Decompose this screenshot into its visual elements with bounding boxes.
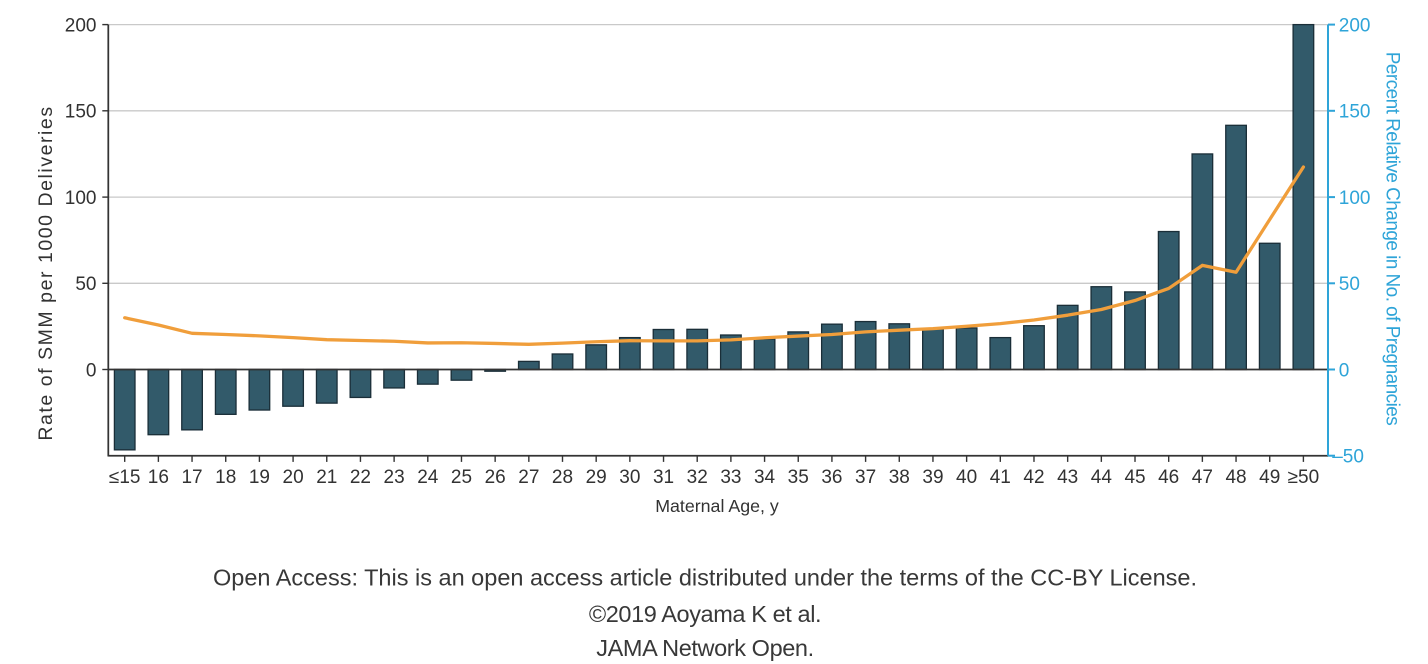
- svg-text:200: 200: [1339, 16, 1371, 37]
- svg-text:21: 21: [316, 467, 337, 488]
- svg-text:42: 42: [1023, 467, 1044, 488]
- svg-text:36: 36: [821, 467, 842, 488]
- svg-text:49: 49: [1259, 467, 1280, 488]
- svg-text:43: 43: [1057, 467, 1078, 488]
- svg-text:46: 46: [1158, 467, 1179, 488]
- svg-text:48: 48: [1225, 467, 1246, 488]
- svg-text:31: 31: [653, 467, 674, 488]
- svg-text:Rate of SMM per 1000 Deliverie: Rate of SMM per 1000 Deliveries: [35, 105, 57, 440]
- svg-text:28: 28: [552, 467, 573, 488]
- svg-text:38: 38: [889, 467, 910, 488]
- svg-text:JAMA Network Open.: JAMA Network Open.: [596, 635, 813, 661]
- svg-text:47: 47: [1192, 467, 1213, 488]
- svg-text:100: 100: [1339, 188, 1371, 209]
- svg-text:39: 39: [922, 467, 943, 488]
- svg-text:23: 23: [384, 467, 405, 488]
- svg-text:18: 18: [215, 467, 236, 488]
- svg-text:25: 25: [451, 467, 472, 488]
- svg-text:50: 50: [75, 274, 96, 295]
- svg-text:22: 22: [350, 467, 371, 488]
- svg-text:29: 29: [586, 467, 607, 488]
- svg-text:20: 20: [283, 467, 304, 488]
- svg-text:150: 150: [65, 102, 97, 123]
- svg-text:–50: –50: [1332, 447, 1364, 468]
- svg-text:44: 44: [1091, 467, 1113, 488]
- svg-text:16: 16: [148, 467, 169, 488]
- svg-text:17: 17: [181, 467, 202, 488]
- svg-text:0: 0: [1339, 360, 1350, 381]
- svg-text:30: 30: [619, 467, 640, 488]
- svg-text:Percent Relative Change in No.: Percent Relative Change in No. of Pregna…: [1382, 52, 1403, 425]
- svg-text:©2019 Aoyama K et al.: ©2019 Aoyama K et al.: [589, 601, 821, 627]
- svg-text:≥50: ≥50: [1288, 467, 1320, 488]
- svg-text:19: 19: [249, 467, 270, 488]
- svg-text:32: 32: [687, 467, 708, 488]
- svg-text:0: 0: [86, 360, 97, 381]
- svg-text:37: 37: [855, 467, 876, 488]
- svg-text:33: 33: [720, 467, 741, 488]
- svg-text:≤15: ≤15: [109, 467, 141, 488]
- svg-text:26: 26: [485, 467, 506, 488]
- svg-text:50: 50: [1339, 274, 1360, 295]
- svg-text:150: 150: [1339, 102, 1371, 123]
- svg-text:34: 34: [754, 467, 776, 488]
- svg-text:45: 45: [1124, 467, 1145, 488]
- svg-text:41: 41: [990, 467, 1011, 488]
- svg-text:Open Access: This is an open a: Open Access: This is an open access arti…: [213, 565, 1197, 591]
- svg-text:Maternal Age, y: Maternal Age, y: [655, 496, 779, 516]
- svg-text:100: 100: [65, 188, 97, 209]
- svg-text:40: 40: [956, 467, 977, 488]
- svg-text:35: 35: [788, 467, 809, 488]
- svg-text:24: 24: [417, 467, 439, 488]
- svg-text:27: 27: [518, 467, 539, 488]
- svg-text:200: 200: [65, 16, 97, 37]
